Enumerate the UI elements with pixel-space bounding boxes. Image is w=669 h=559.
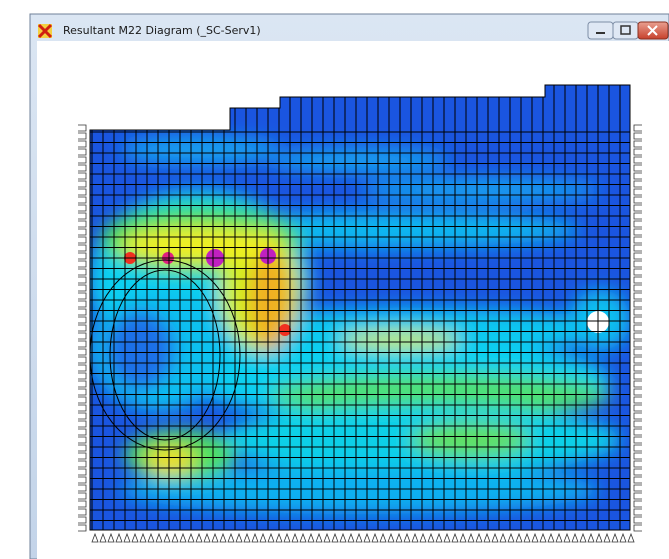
app-icon <box>38 24 52 38</box>
minimize-button[interactable] <box>588 22 613 39</box>
close-button[interactable] <box>638 22 668 39</box>
window-title: Resultant M22 Diagram (_SC-Serv1) <box>63 24 261 37</box>
app-window: Resultant M22 Diagram (_SC-Serv1) <box>0 0 669 559</box>
contour-plot <box>80 80 640 540</box>
maximize-button[interactable] <box>613 22 638 39</box>
